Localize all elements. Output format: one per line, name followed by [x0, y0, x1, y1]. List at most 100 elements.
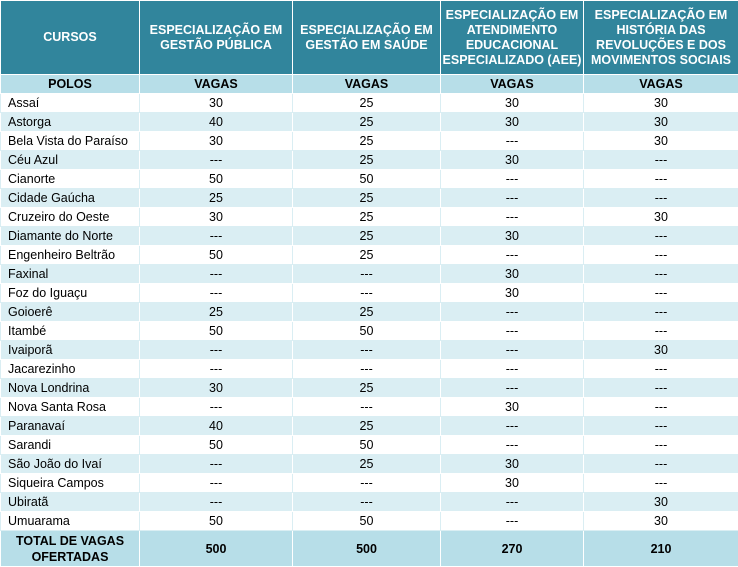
vagas-cell: --- [140, 474, 293, 493]
vagas-cell: 30 [441, 151, 584, 170]
vagas-cell: 50 [140, 170, 293, 189]
polo-name: Bela Vista do Paraíso [1, 132, 140, 151]
vagas-cell: 25 [293, 417, 441, 436]
vagas-cell: 25 [293, 379, 441, 398]
vagas-cell: 25 [293, 113, 441, 132]
vagas-cell: --- [293, 398, 441, 417]
polo-name: Goioerê [1, 303, 140, 322]
polo-name: Foz do Iguaçu [1, 284, 140, 303]
vagas-cell: --- [584, 398, 738, 417]
vagas-cell: --- [293, 493, 441, 512]
polo-name: São João do Ivaí [1, 455, 140, 474]
table-row: Nova Santa Rosa------30--- [1, 398, 738, 417]
vagas-cell: 30 [140, 132, 293, 151]
vagas-cell: 50 [140, 436, 293, 455]
polo-name: Sarandi [1, 436, 140, 455]
vagas-cell: 30 [441, 284, 584, 303]
vagas-cell: 30 [140, 94, 293, 113]
vagas-cell: --- [441, 417, 584, 436]
vagas-cell: 30 [584, 208, 738, 227]
subheader-vagas: VAGAS [584, 75, 738, 94]
polo-name: Siqueira Campos [1, 474, 140, 493]
vagas-cell: --- [441, 341, 584, 360]
polo-name: Jacarezinho [1, 360, 140, 379]
polo-name: Céu Azul [1, 151, 140, 170]
vagas-cell: --- [293, 341, 441, 360]
vagas-cell: 50 [293, 322, 441, 341]
polo-name: Engenheiro Beltrão [1, 246, 140, 265]
header-row: CURSOS ESPECIALIZAÇÃO EM GESTÃO PÚBLICA … [1, 1, 738, 75]
vagas-cell: 30 [441, 227, 584, 246]
polo-name: Ubiratã [1, 493, 140, 512]
polo-name: Astorga [1, 113, 140, 132]
vagas-cell: 25 [140, 303, 293, 322]
header-course-historia: ESPECIALIZAÇÃO EM HISTÓRIA DAS REVOLUÇÕE… [584, 1, 738, 75]
vagas-cell: 30 [584, 341, 738, 360]
vagas-cell: --- [584, 227, 738, 246]
table-row: Faxinal------30--- [1, 265, 738, 284]
vagas-cell: 40 [140, 113, 293, 132]
vagas-cell: --- [441, 132, 584, 151]
vagas-cell: 50 [140, 512, 293, 531]
polo-name: Faxinal [1, 265, 140, 284]
vagas-cell: --- [293, 284, 441, 303]
vagas-cell: 30 [441, 455, 584, 474]
vagas-cell: --- [584, 151, 738, 170]
header-course-gestao-saude: ESPECIALIZAÇÃO EM GESTÃO EM SAÚDE [293, 1, 441, 75]
vagas-cell: 30 [584, 512, 738, 531]
vagas-cell: --- [441, 436, 584, 455]
subheader-polos: POLOS [1, 75, 140, 94]
vagas-cell: --- [140, 455, 293, 474]
vagas-cell: --- [293, 360, 441, 379]
vagas-cell: 25 [293, 132, 441, 151]
polo-name: Cidade Gaúcha [1, 189, 140, 208]
polo-name: Ivaiporã [1, 341, 140, 360]
vagas-cell: --- [441, 189, 584, 208]
table-row: Jacarezinho------------ [1, 360, 738, 379]
polo-name: Umuarama [1, 512, 140, 531]
vagas-cell: --- [140, 227, 293, 246]
vagas-cell: 30 [584, 94, 738, 113]
vagas-cell: --- [584, 322, 738, 341]
vagas-cell: 25 [293, 227, 441, 246]
vagas-cell: 50 [140, 322, 293, 341]
subheader-vagas: VAGAS [293, 75, 441, 94]
vagas-cell: 25 [293, 246, 441, 265]
vagas-cell: --- [441, 512, 584, 531]
total-label: TOTAL DE VAGAS OFERTADAS [1, 531, 140, 567]
vagas-cell: 30 [441, 474, 584, 493]
vagas-cell: 30 [441, 113, 584, 132]
vagas-cell: --- [140, 493, 293, 512]
polo-name: Cruzeiro do Oeste [1, 208, 140, 227]
polo-name: Nova Santa Rosa [1, 398, 140, 417]
vagas-cell: --- [140, 151, 293, 170]
total-value: 270 [441, 531, 584, 567]
vagas-cell: 25 [140, 189, 293, 208]
vagas-cell: --- [441, 208, 584, 227]
vagas-cell: --- [140, 360, 293, 379]
vagas-cell: 30 [441, 398, 584, 417]
vagas-cell: 50 [293, 170, 441, 189]
subheader-vagas: VAGAS [441, 75, 584, 94]
subheader-row: POLOS VAGAS VAGAS VAGAS VAGAS [1, 75, 738, 94]
vagas-cell: 50 [140, 246, 293, 265]
vagas-cell: 50 [293, 512, 441, 531]
vagas-cell: 30 [441, 94, 584, 113]
vagas-cell: --- [584, 265, 738, 284]
vagas-cell: --- [584, 436, 738, 455]
vagas-cell: 30 [140, 208, 293, 227]
polo-name: Itambé [1, 322, 140, 341]
polo-name: Nova Londrina [1, 379, 140, 398]
vagas-cell: --- [584, 474, 738, 493]
vagas-cell: --- [584, 246, 738, 265]
polo-name: Diamante do Norte [1, 227, 140, 246]
